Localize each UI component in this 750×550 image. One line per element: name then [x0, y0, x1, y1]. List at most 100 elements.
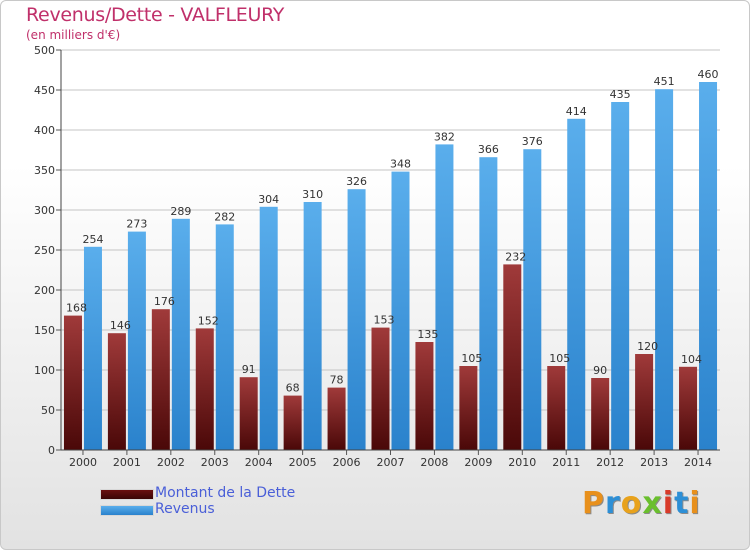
y-tick-label: 0	[48, 444, 55, 457]
x-tick-label: 2012	[596, 456, 624, 469]
logo-letter: x	[642, 486, 663, 521]
data-label-revenus: 460	[698, 68, 719, 81]
bar-revenus	[391, 171, 410, 450]
legend-label-dette: Montant de la Dette	[155, 485, 296, 501]
y-tick-label: 100	[34, 364, 55, 377]
logo-letter: t	[674, 486, 690, 521]
bar-revenus	[523, 149, 542, 450]
data-label-dette: 104	[681, 353, 702, 366]
x-tick-label: 2004	[245, 456, 273, 469]
data-label-revenus: 326	[346, 175, 367, 188]
bar-revenus	[567, 118, 586, 451]
x-tick-label: 2008	[420, 456, 448, 469]
data-label-revenus: 282	[214, 210, 235, 223]
x-tick-label: 2000	[69, 456, 97, 469]
bar-dette	[679, 366, 698, 450]
bar-revenus	[171, 218, 190, 450]
y-tick-label: 150	[34, 324, 55, 337]
data-labels: 168 254 146 273 176 289 152 282 91 304 68 310 78 326 1…	[66, 68, 719, 395]
bar-revenus	[655, 89, 674, 450]
y-tick-label: 450	[34, 84, 55, 97]
data-label-dette: 168	[66, 302, 87, 315]
x-tick-label: 2007	[377, 456, 405, 469]
x-tick-label: 2006	[333, 456, 361, 469]
legend-label-revenus: Revenus	[155, 501, 215, 517]
data-label-revenus: 304	[258, 193, 279, 206]
bar-dette	[63, 315, 82, 450]
data-label-revenus: 289	[170, 205, 191, 218]
data-label-dette: 135	[417, 328, 438, 341]
logo-letter: i	[689, 486, 701, 521]
data-label-dette: 105	[461, 352, 482, 365]
bar-revenus	[435, 144, 454, 450]
bar-revenus	[347, 189, 366, 450]
bar-revenus	[259, 206, 278, 450]
bar-dette	[459, 366, 478, 450]
bar-dette	[591, 378, 610, 450]
data-label-dette: 120	[637, 340, 658, 353]
logo-letter: o	[620, 486, 643, 521]
y-tick-label: 500	[34, 44, 55, 57]
bar-dette	[283, 395, 302, 450]
data-label-dette: 176	[154, 295, 175, 308]
x-tick-label: 2013	[640, 456, 668, 469]
data-label-revenus: 414	[566, 105, 587, 118]
chart-subtitle: (en milliers d'€)	[26, 28, 121, 42]
data-label-revenus: 435	[610, 88, 631, 101]
x-tick-label: 2010	[508, 456, 536, 469]
y-tick-label: 50	[41, 404, 55, 417]
bar-dette	[151, 309, 170, 450]
bar-revenus	[611, 102, 630, 450]
bars	[63, 82, 718, 451]
bar-dette	[635, 354, 654, 450]
bar-revenus	[699, 82, 718, 450]
y-tick-label: 400	[34, 124, 55, 137]
data-label-dette: 91	[242, 363, 256, 376]
grid-lines	[61, 49, 720, 451]
data-label-revenus: 366	[478, 143, 499, 156]
data-label-dette: 105	[549, 352, 570, 365]
bar-dette	[547, 366, 566, 450]
y-tick-label: 350	[34, 164, 55, 177]
data-label-dette: 152	[198, 314, 219, 327]
bar-dette	[107, 333, 126, 450]
data-label-revenus: 451	[654, 75, 675, 88]
x-tick-label: 2011	[552, 456, 580, 469]
bar-dette	[371, 327, 390, 450]
bar-revenus	[127, 231, 146, 450]
x-tick-label: 2014	[684, 456, 712, 469]
y-tick-label: 250	[34, 244, 55, 257]
data-label-dette: 146	[110, 319, 131, 332]
bar-dette	[327, 387, 346, 450]
data-label-revenus: 348	[390, 158, 411, 171]
data-label-dette: 232	[505, 250, 526, 263]
bar-dette	[503, 264, 522, 450]
data-label-revenus: 376	[522, 135, 543, 148]
data-label-revenus: 310	[302, 188, 323, 201]
logo-letter: r	[605, 486, 621, 521]
data-label-dette: 90	[593, 364, 607, 377]
data-label-dette: 153	[374, 314, 395, 327]
x-tick-label: 2009	[464, 456, 492, 469]
legend-swatch-dette	[100, 489, 154, 500]
x-tick-label: 2002	[157, 456, 185, 469]
chart-title: Revenus/Dette - VALFLEURY	[26, 4, 285, 26]
data-label-dette: 78	[330, 374, 344, 387]
proxiti-logo: Proxiti	[582, 486, 701, 521]
y-tick-label: 200	[34, 284, 55, 297]
data-label-revenus: 273	[126, 218, 147, 231]
x-tick-label: 2005	[289, 456, 317, 469]
bar-dette	[415, 342, 434, 450]
x-tick-label: 2003	[201, 456, 229, 469]
bar-revenus	[83, 246, 102, 450]
logo-letter: i	[662, 486, 675, 521]
bar-revenus	[215, 224, 234, 450]
legend-swatch-revenus	[100, 505, 154, 516]
logo-letter: P	[582, 486, 605, 521]
x-tick-label: 2001	[113, 456, 141, 469]
bar-dette	[195, 328, 214, 450]
axes: 0 50 100 150 200 250 300 350 400 450 500 2000 2001 20…	[34, 44, 720, 469]
data-label-revenus: 382	[434, 130, 455, 143]
bar-revenus	[479, 157, 498, 450]
